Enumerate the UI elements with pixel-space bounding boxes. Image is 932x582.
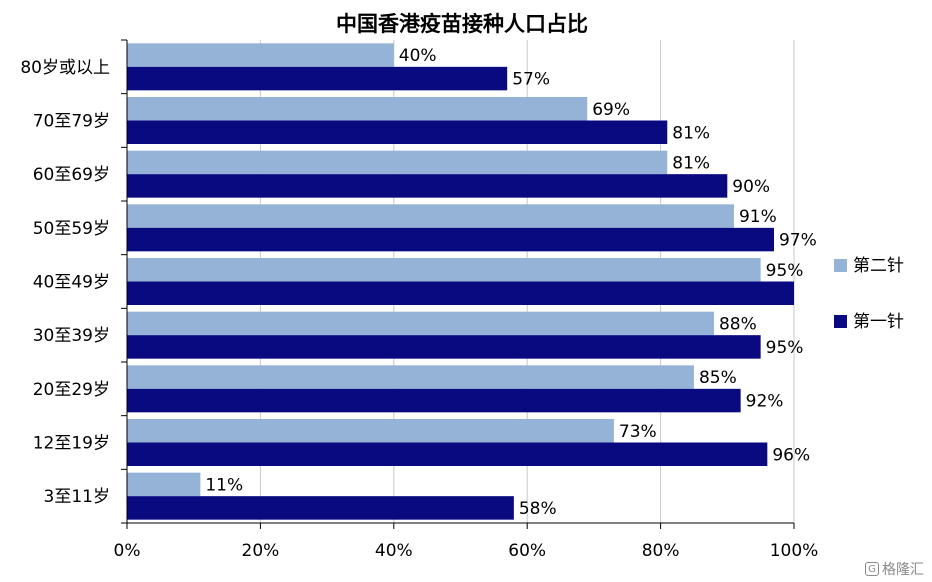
data-label: 11% xyxy=(205,475,243,495)
category-label: 30至39岁 xyxy=(33,326,110,346)
data-label: 88% xyxy=(719,314,757,334)
category-label: 80岁或以上 xyxy=(20,58,110,78)
bar-first-dose xyxy=(127,120,668,144)
data-label: 40% xyxy=(399,46,437,66)
bar-first-dose xyxy=(127,66,508,91)
data-label: 58% xyxy=(519,499,557,519)
x-tick-label: 100% xyxy=(770,541,819,561)
legend-label: 第一针 xyxy=(853,312,904,332)
bar-second-dose xyxy=(127,472,201,497)
bar-series-group xyxy=(127,43,794,520)
data-label: 95% xyxy=(766,261,804,281)
data-label: 81% xyxy=(672,153,710,173)
data-labels: 40% 57% 69% 81% 81% 90% 91%97% 95% 88% 95% 85% 92% 7… xyxy=(205,46,816,519)
data-label: 92% xyxy=(746,392,784,412)
legend-swatch xyxy=(834,259,847,272)
bar-second-dose xyxy=(127,258,761,282)
data-label: 57% xyxy=(512,70,550,90)
category-label: 40至49岁 xyxy=(33,273,110,293)
watermark: G 格隆汇 xyxy=(865,559,924,579)
x-tick-label: 20% xyxy=(242,541,280,561)
watermark-text: 格隆汇 xyxy=(882,562,924,578)
data-label: 96% xyxy=(772,445,810,465)
watermark-logo-icon: G xyxy=(865,562,879,576)
legend-swatch xyxy=(834,315,847,328)
axes xyxy=(121,39,795,529)
bar-second-dose xyxy=(127,150,668,175)
bar-second-dose xyxy=(127,204,734,228)
x-tick-label: 0% xyxy=(114,541,141,561)
category-labels: 80岁或以上 70至79岁 60至69岁 50至59岁 40至49岁 30至39岁 20至2… xyxy=(20,58,110,507)
bar-second-dose xyxy=(127,43,394,67)
bar-second-dose xyxy=(127,419,614,443)
category-label: 70至79岁 xyxy=(33,112,110,132)
bar-second-dose xyxy=(127,365,694,389)
category-label: 12至19岁 xyxy=(33,434,110,454)
category-label: 20至29岁 xyxy=(33,380,110,400)
bar-first-dose xyxy=(127,496,514,520)
bar-first-dose xyxy=(127,174,728,198)
data-label: 90% xyxy=(732,177,770,197)
data-label: 85% xyxy=(699,368,737,388)
data-label: 91% xyxy=(739,207,777,227)
x-tick-label: 80% xyxy=(642,541,680,561)
chart-title: 中国香港疫苗接种人口占比 xyxy=(336,12,588,36)
data-label: 95% xyxy=(766,338,804,358)
category-label: 60至69岁 xyxy=(33,165,110,185)
x-tick-label: 60% xyxy=(508,541,546,561)
bar-second-dose xyxy=(127,311,714,336)
bar-first-dose xyxy=(127,442,768,466)
x-tick-label: 40% xyxy=(375,541,413,561)
data-label: 97% xyxy=(779,231,817,251)
bar-second-dose xyxy=(127,97,588,121)
bar-first-dose xyxy=(127,227,774,252)
bar-first-dose xyxy=(127,281,794,305)
data-label: 69% xyxy=(592,100,630,120)
x-tick-labels: 0% 20% 40% 60% 80% 100% xyxy=(114,541,819,561)
data-label: 73% xyxy=(619,422,657,442)
bar-first-dose xyxy=(127,335,761,359)
legend-label: 第二针 xyxy=(853,256,904,276)
category-label: 50至59岁 xyxy=(33,219,110,239)
bar-first-dose xyxy=(127,388,741,413)
category-label: 3至11岁 xyxy=(44,487,110,507)
data-label: 81% xyxy=(672,123,710,143)
